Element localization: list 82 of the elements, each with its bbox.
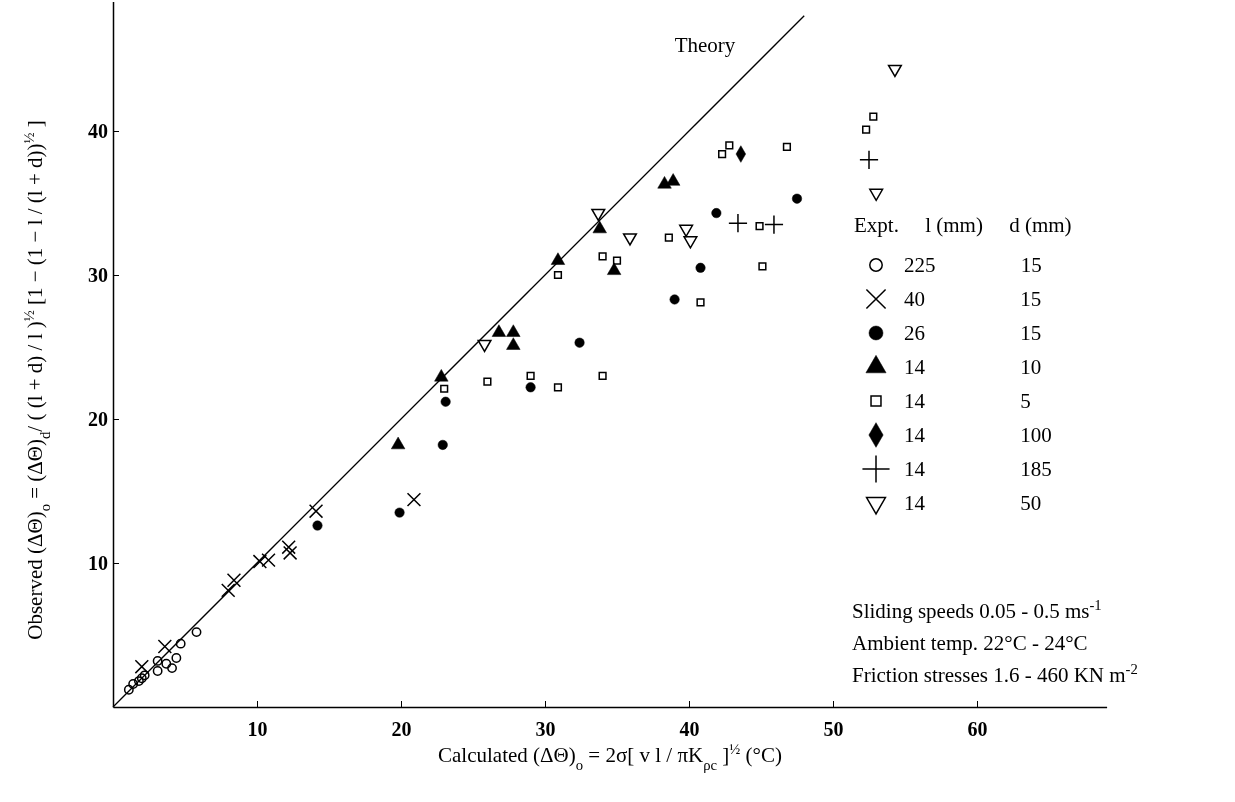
point [728, 213, 748, 234]
point [483, 377, 492, 386]
point [612, 256, 622, 265]
point [440, 396, 451, 407]
x-tick-label: 20 [391, 718, 412, 740]
legend-label: 14 5 [904, 389, 1031, 413]
x-tick-label: 10 [247, 718, 268, 740]
point [869, 112, 878, 121]
point [862, 125, 871, 134]
legend-label: 225 15 [904, 253, 1042, 277]
point [669, 294, 680, 305]
point [553, 383, 563, 392]
y-tick-label: 20 [88, 407, 108, 430]
point [695, 262, 706, 273]
point [859, 149, 879, 170]
y-tick-label: 40 [88, 119, 108, 142]
point [221, 583, 236, 598]
point [312, 520, 323, 531]
legend-label: 14 100 [904, 423, 1052, 447]
x-tick-label: 30 [535, 718, 556, 740]
point [167, 663, 177, 674]
point [282, 545, 298, 561]
point [175, 638, 186, 649]
point [592, 220, 607, 234]
legend-label: 14 50 [904, 491, 1042, 515]
point [391, 436, 406, 450]
point [152, 666, 163, 676]
point [526, 371, 535, 380]
point [792, 193, 802, 204]
point [664, 233, 673, 242]
legend-label: 14 185 [904, 457, 1052, 481]
legend-label: 26 15 [904, 321, 1042, 345]
point [123, 684, 134, 695]
y-tick-label: 10 [88, 551, 108, 574]
point [394, 507, 405, 518]
point [598, 371, 607, 380]
point [553, 270, 563, 280]
legend-title: Expt. l (mm) d (mm) [854, 213, 1072, 237]
legend-label: 40 15 [904, 287, 1042, 311]
x-tick-label: 40 [679, 718, 700, 740]
point [607, 262, 622, 275]
point [718, 149, 727, 159]
point [308, 503, 324, 519]
point [550, 252, 566, 265]
point [696, 298, 705, 307]
point [226, 573, 242, 588]
annotation: Friction stresses 1.6 - 460 KN m$^{-2}$ [852, 661, 1138, 687]
point [491, 324, 506, 337]
point [281, 539, 296, 555]
point [725, 141, 734, 150]
point [191, 627, 202, 638]
x-tick-label: 60 [967, 718, 988, 740]
point [157, 639, 173, 654]
point [666, 173, 681, 186]
point [506, 337, 521, 350]
point [525, 382, 536, 393]
point [574, 337, 585, 348]
annotation: Theory [674, 33, 736, 57]
point [764, 214, 784, 235]
annotation: Ambient temp. 22°C - 24°C [852, 631, 1088, 655]
point [161, 658, 172, 669]
legend-label: 14 10 [904, 355, 1042, 379]
point [261, 552, 276, 568]
point [134, 659, 149, 674]
x-tick-label: 50 [823, 718, 844, 740]
point [437, 439, 448, 450]
annotation: Sliding speeds 0.05 - 0.5 ms$^{-1}$ [852, 597, 1102, 623]
point [171, 653, 182, 663]
point [434, 369, 449, 382]
point [506, 324, 521, 337]
point [406, 492, 422, 507]
x-axis-title: Calculated (ΔΘ)$_{o}$ = 2σ[ v l / πK$_{ρc}$ ]$^{½}$ (°C) [438, 741, 782, 773]
point [128, 679, 139, 689]
point [782, 142, 792, 151]
y-tick-label: 30 [88, 263, 108, 286]
point [252, 554, 268, 569]
point [758, 262, 767, 271]
point [152, 655, 163, 666]
point [755, 221, 764, 231]
point [711, 208, 722, 219]
point [598, 252, 607, 261]
point [440, 384, 449, 393]
